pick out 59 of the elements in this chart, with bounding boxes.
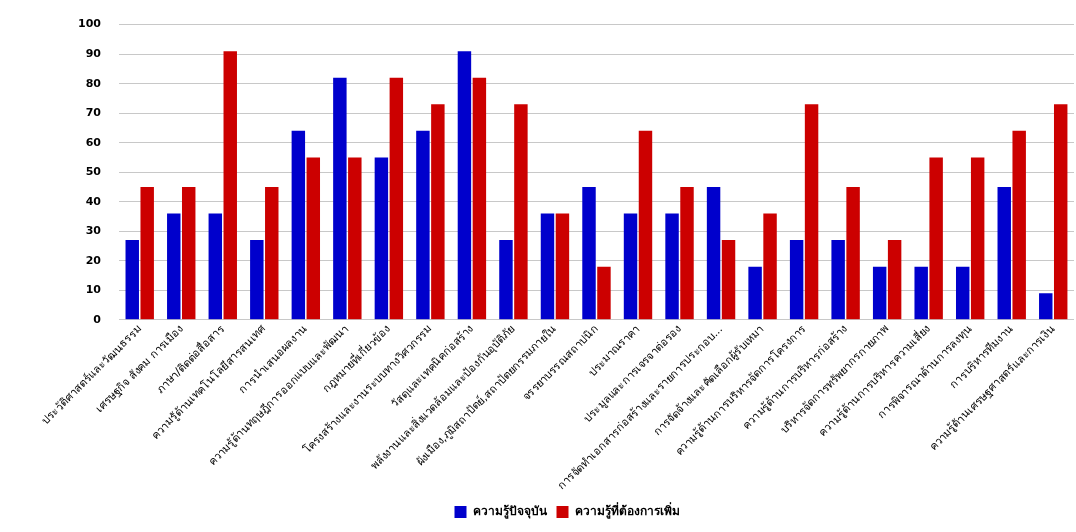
bar bbox=[665, 213, 679, 320]
bar bbox=[721, 240, 736, 320]
bar bbox=[250, 240, 264, 320]
bar bbox=[970, 157, 985, 320]
bar bbox=[348, 157, 362, 320]
bar bbox=[914, 266, 928, 320]
bar bbox=[623, 213, 638, 320]
bar bbox=[223, 51, 237, 320]
bar bbox=[167, 213, 181, 320]
bar bbox=[265, 186, 279, 320]
bar bbox=[763, 213, 777, 320]
bar bbox=[872, 266, 887, 320]
bar bbox=[472, 77, 487, 320]
bar bbox=[333, 77, 347, 320]
bar bbox=[929, 157, 943, 320]
bar bbox=[514, 104, 528, 320]
bar bbox=[389, 77, 404, 320]
y-tick-label: 30 bbox=[85, 224, 102, 238]
y-tick-label: 10 bbox=[85, 283, 102, 297]
bar bbox=[846, 186, 860, 320]
bar bbox=[555, 213, 570, 320]
bar bbox=[125, 240, 139, 320]
bar bbox=[831, 240, 845, 320]
bar bbox=[582, 186, 596, 320]
bar bbox=[887, 240, 902, 320]
bar bbox=[416, 130, 430, 320]
bar bbox=[140, 186, 154, 320]
bar bbox=[748, 266, 762, 320]
bar bbox=[706, 186, 721, 320]
bar bbox=[804, 104, 819, 320]
bar bbox=[291, 130, 306, 320]
y-tick-label: 0 bbox=[93, 312, 102, 326]
bar bbox=[181, 186, 196, 320]
bar bbox=[306, 157, 321, 320]
bar bbox=[208, 213, 223, 320]
bar bbox=[540, 213, 555, 320]
bar bbox=[955, 266, 970, 320]
y-tick-label: 70 bbox=[85, 106, 102, 120]
bar bbox=[597, 266, 611, 320]
y-tick-label: 20 bbox=[85, 253, 102, 267]
legend-label: ความรู้ที่ต้องการเพิ่ม bbox=[574, 502, 680, 520]
bar bbox=[1012, 130, 1026, 320]
bar bbox=[499, 240, 513, 320]
bar bbox=[374, 157, 389, 320]
bar bbox=[457, 51, 472, 320]
bar bbox=[1053, 104, 1068, 320]
bar bbox=[1039, 293, 1053, 320]
bar bbox=[638, 130, 653, 320]
bar bbox=[431, 104, 445, 320]
y-tick-label: 100 bbox=[77, 17, 102, 31]
bar bbox=[680, 186, 694, 320]
y-tick-label: 90 bbox=[85, 46, 102, 60]
legend-label: ความรู้ปัจจุบัน bbox=[472, 504, 548, 520]
y-tick-label: 40 bbox=[85, 194, 102, 208]
y-tick-label: 60 bbox=[85, 135, 102, 149]
bar bbox=[997, 186, 1011, 320]
bar bbox=[789, 240, 804, 320]
y-tick-label: 50 bbox=[85, 165, 102, 179]
y-tick-label: 80 bbox=[85, 76, 102, 90]
